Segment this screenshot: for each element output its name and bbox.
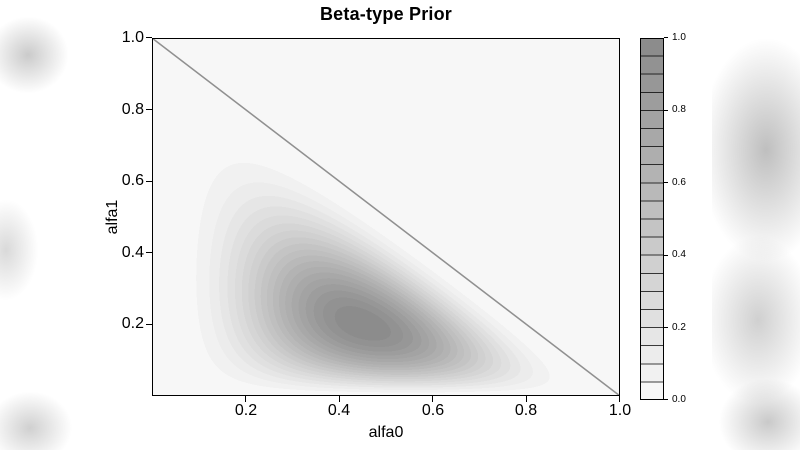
colorbar-tick-label: 1.0 bbox=[672, 32, 686, 43]
y-tick-mark bbox=[146, 252, 152, 253]
x-tick-mark bbox=[619, 396, 620, 402]
x-tick-mark bbox=[526, 396, 527, 402]
y-tick-mark bbox=[146, 109, 152, 110]
colorbar-tick-label: 0.8 bbox=[672, 104, 686, 115]
colorbar-tick-mark bbox=[664, 255, 668, 256]
chart-title: Beta-type Prior bbox=[319, 4, 453, 24]
x-tick-label: 1.0 bbox=[608, 402, 632, 419]
x-tick-mark bbox=[339, 396, 340, 402]
y-tick-label: 0.2 bbox=[121, 315, 144, 332]
y-axis-label: alfa1 bbox=[104, 199, 121, 235]
x-tick-label: 0.8 bbox=[514, 402, 538, 419]
x-tick-mark bbox=[432, 396, 433, 402]
x-tick-label: 0.4 bbox=[327, 402, 351, 419]
y-tick-mark bbox=[146, 324, 152, 325]
x-axis-label: alfa0 bbox=[368, 424, 404, 441]
colorbar-tick-label: 0.4 bbox=[672, 249, 686, 260]
contour-plot-canvas bbox=[152, 38, 620, 396]
colorbar-tick-mark bbox=[664, 327, 668, 328]
y-tick-mark bbox=[146, 37, 152, 38]
x-tick-label: 0.2 bbox=[234, 402, 258, 419]
y-tick-label: 0.6 bbox=[121, 172, 144, 189]
colorbar-tick-mark bbox=[664, 399, 668, 400]
y-tick-label: 0.8 bbox=[121, 101, 144, 118]
colorbar-tick-label: 0.6 bbox=[672, 177, 686, 188]
plot-card: Beta-type Prior 0.2 0.4 0.6 0.8 1.0 1.0 … bbox=[88, 0, 712, 450]
colorbar-tick-mark bbox=[664, 182, 668, 183]
colorbar bbox=[640, 38, 664, 400]
colorbar-tick-mark bbox=[664, 110, 668, 111]
colorbar-tick-label: 0.2 bbox=[672, 322, 686, 333]
x-tick-mark bbox=[245, 396, 246, 402]
colorbar-tick-label: 0.0 bbox=[672, 394, 686, 405]
y-tick-mark bbox=[146, 181, 152, 182]
colorbar-tick-mark bbox=[664, 37, 668, 38]
x-tick-label: 0.6 bbox=[421, 402, 445, 419]
y-tick-label: 0.4 bbox=[121, 244, 144, 261]
y-tick-label: 1.0 bbox=[121, 29, 144, 46]
